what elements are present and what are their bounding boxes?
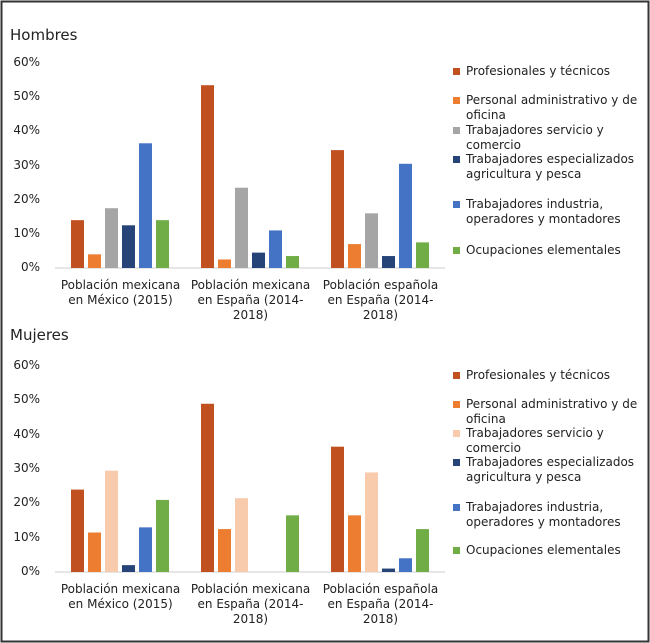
- bar: [348, 244, 361, 268]
- bar: [218, 259, 231, 268]
- y-tick-label: 40%: [13, 426, 40, 441]
- bar: [416, 529, 429, 572]
- bar: [88, 532, 101, 572]
- legend-label: Ocupaciones elementales: [466, 543, 621, 557]
- bar: [348, 515, 361, 572]
- y-tick-label: 40%: [13, 123, 40, 138]
- y-tick-label: 60%: [13, 358, 40, 372]
- bar: [252, 252, 265, 268]
- chart-title: Hombres: [10, 26, 78, 44]
- legend-label: Trabajadores servicio y comercio: [466, 123, 604, 152]
- bar: [416, 242, 429, 268]
- y-tick-label: 20%: [13, 495, 40, 510]
- bar: [365, 472, 378, 572]
- bar: [286, 515, 299, 572]
- y-tick-label: 10%: [13, 225, 40, 240]
- x-tick-label: Población mexicana en España (2014-2018): [190, 582, 311, 626]
- bar: [139, 527, 152, 572]
- bar: [218, 529, 231, 572]
- legend-swatch: [453, 504, 460, 511]
- bar: [399, 163, 412, 268]
- legend-swatch: [453, 430, 460, 437]
- bar: [122, 565, 135, 572]
- bar: [365, 213, 378, 268]
- legend-swatch: [453, 247, 460, 254]
- legend-swatch: [453, 156, 460, 163]
- bar: [331, 446, 344, 572]
- bar: [286, 256, 299, 268]
- bar: [71, 220, 84, 268]
- bar: [156, 499, 169, 572]
- bar: [71, 489, 84, 572]
- y-tick-label: 50%: [13, 89, 40, 104]
- bar: [382, 568, 395, 572]
- legend-swatch: [453, 401, 460, 408]
- legend-swatch: [453, 201, 460, 208]
- y-tick-label: 30%: [13, 157, 40, 172]
- x-tick-label: Población mexicana en España (2014-2018): [190, 278, 311, 322]
- legend-label: Personal administrativo y de oficina: [466, 397, 638, 426]
- y-tick-label: 60%: [13, 55, 40, 69]
- bar: [269, 230, 282, 268]
- legend-label: Personal administrativo y de oficina: [466, 93, 638, 122]
- bar: [235, 498, 248, 572]
- bar: [105, 208, 118, 268]
- legend-label: Trabajadores industria, operadores y mon…: [466, 500, 621, 529]
- bar: [139, 143, 152, 268]
- x-tick-label: Población española en España (2014-2018): [322, 278, 439, 322]
- legend-label: Ocupaciones elementales: [466, 243, 621, 257]
- bar: [88, 254, 101, 268]
- legend-swatch: [453, 127, 460, 134]
- chart-title: Mujeres: [10, 326, 69, 344]
- bar: [331, 150, 344, 268]
- bar: [156, 220, 169, 268]
- bar: [105, 470, 118, 572]
- y-tick-label: 30%: [13, 461, 40, 475]
- bar: [382, 256, 395, 268]
- legend-label: Profesionales y técnicos: [466, 368, 611, 382]
- legend-label: Trabajadores especializados agricultura …: [466, 152, 635, 181]
- legend-label: Trabajadores industria, operadores y mon…: [466, 197, 621, 226]
- bar: [235, 187, 248, 268]
- x-tick-label: Población mexicana en México (2015): [60, 278, 181, 307]
- bar: [122, 225, 135, 268]
- bar: [201, 403, 214, 572]
- y-tick-label: 20%: [13, 191, 40, 206]
- legend-swatch: [453, 547, 460, 554]
- y-tick-label: 0%: [20, 260, 40, 274]
- legend-swatch: [453, 459, 460, 466]
- legend-label: Trabajadores especializados agricultura …: [466, 455, 635, 484]
- legend-label: Trabajadores servicio y comercio: [466, 426, 604, 455]
- legend-label: Profesionales y técnicos: [466, 64, 611, 78]
- legend-swatch: [453, 97, 460, 104]
- legend-swatch: [453, 68, 460, 75]
- bar: [201, 85, 214, 268]
- y-tick-label: 0%: [20, 564, 40, 578]
- y-tick-label: 50%: [13, 392, 40, 407]
- y-tick-label: 10%: [13, 529, 40, 544]
- x-tick-label: Población española en España (2014-2018): [322, 582, 439, 626]
- bar: [399, 558, 412, 572]
- x-tick-label: Población mexicana en México (2015): [60, 582, 181, 611]
- legend-swatch: [453, 372, 460, 379]
